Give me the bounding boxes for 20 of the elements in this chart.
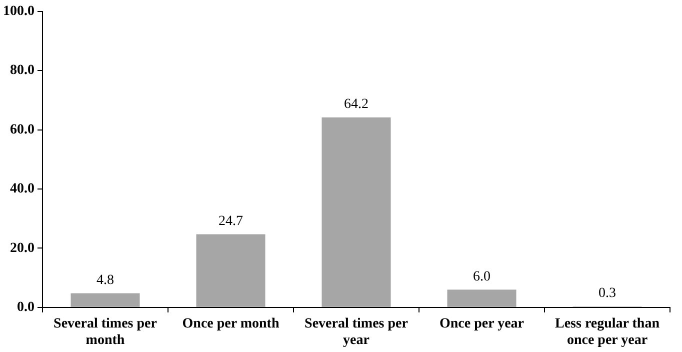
y-tick-label: 0.0 — [17, 300, 34, 316]
x-tick-label: Once per year — [440, 316, 524, 332]
bar — [322, 117, 391, 307]
data-label: 6.0 — [473, 269, 490, 284]
x-tick-label: Less regular than once per year — [555, 316, 660, 348]
data-label: 0.3 — [598, 286, 616, 302]
y-tick-label: 40.0 — [10, 182, 34, 197]
x-tick-label: Several times per year — [304, 316, 408, 348]
data-label: 4.8 — [96, 272, 114, 288]
data-label: 64.2 — [344, 97, 368, 112]
bar — [70, 293, 140, 307]
data-label: 24.7 — [218, 214, 243, 229]
y-tick-label: 80.0 — [10, 63, 34, 78]
bar — [196, 234, 266, 307]
x-tick-label: Several times per month — [54, 316, 157, 348]
y-tick-label: 20.0 — [10, 240, 34, 256]
y-tick-label: 100.0 — [3, 4, 34, 20]
x-tick-label: Once per month — [182, 316, 280, 332]
bar — [447, 290, 516, 307]
y-tick-label: 60.0 — [10, 122, 34, 138]
